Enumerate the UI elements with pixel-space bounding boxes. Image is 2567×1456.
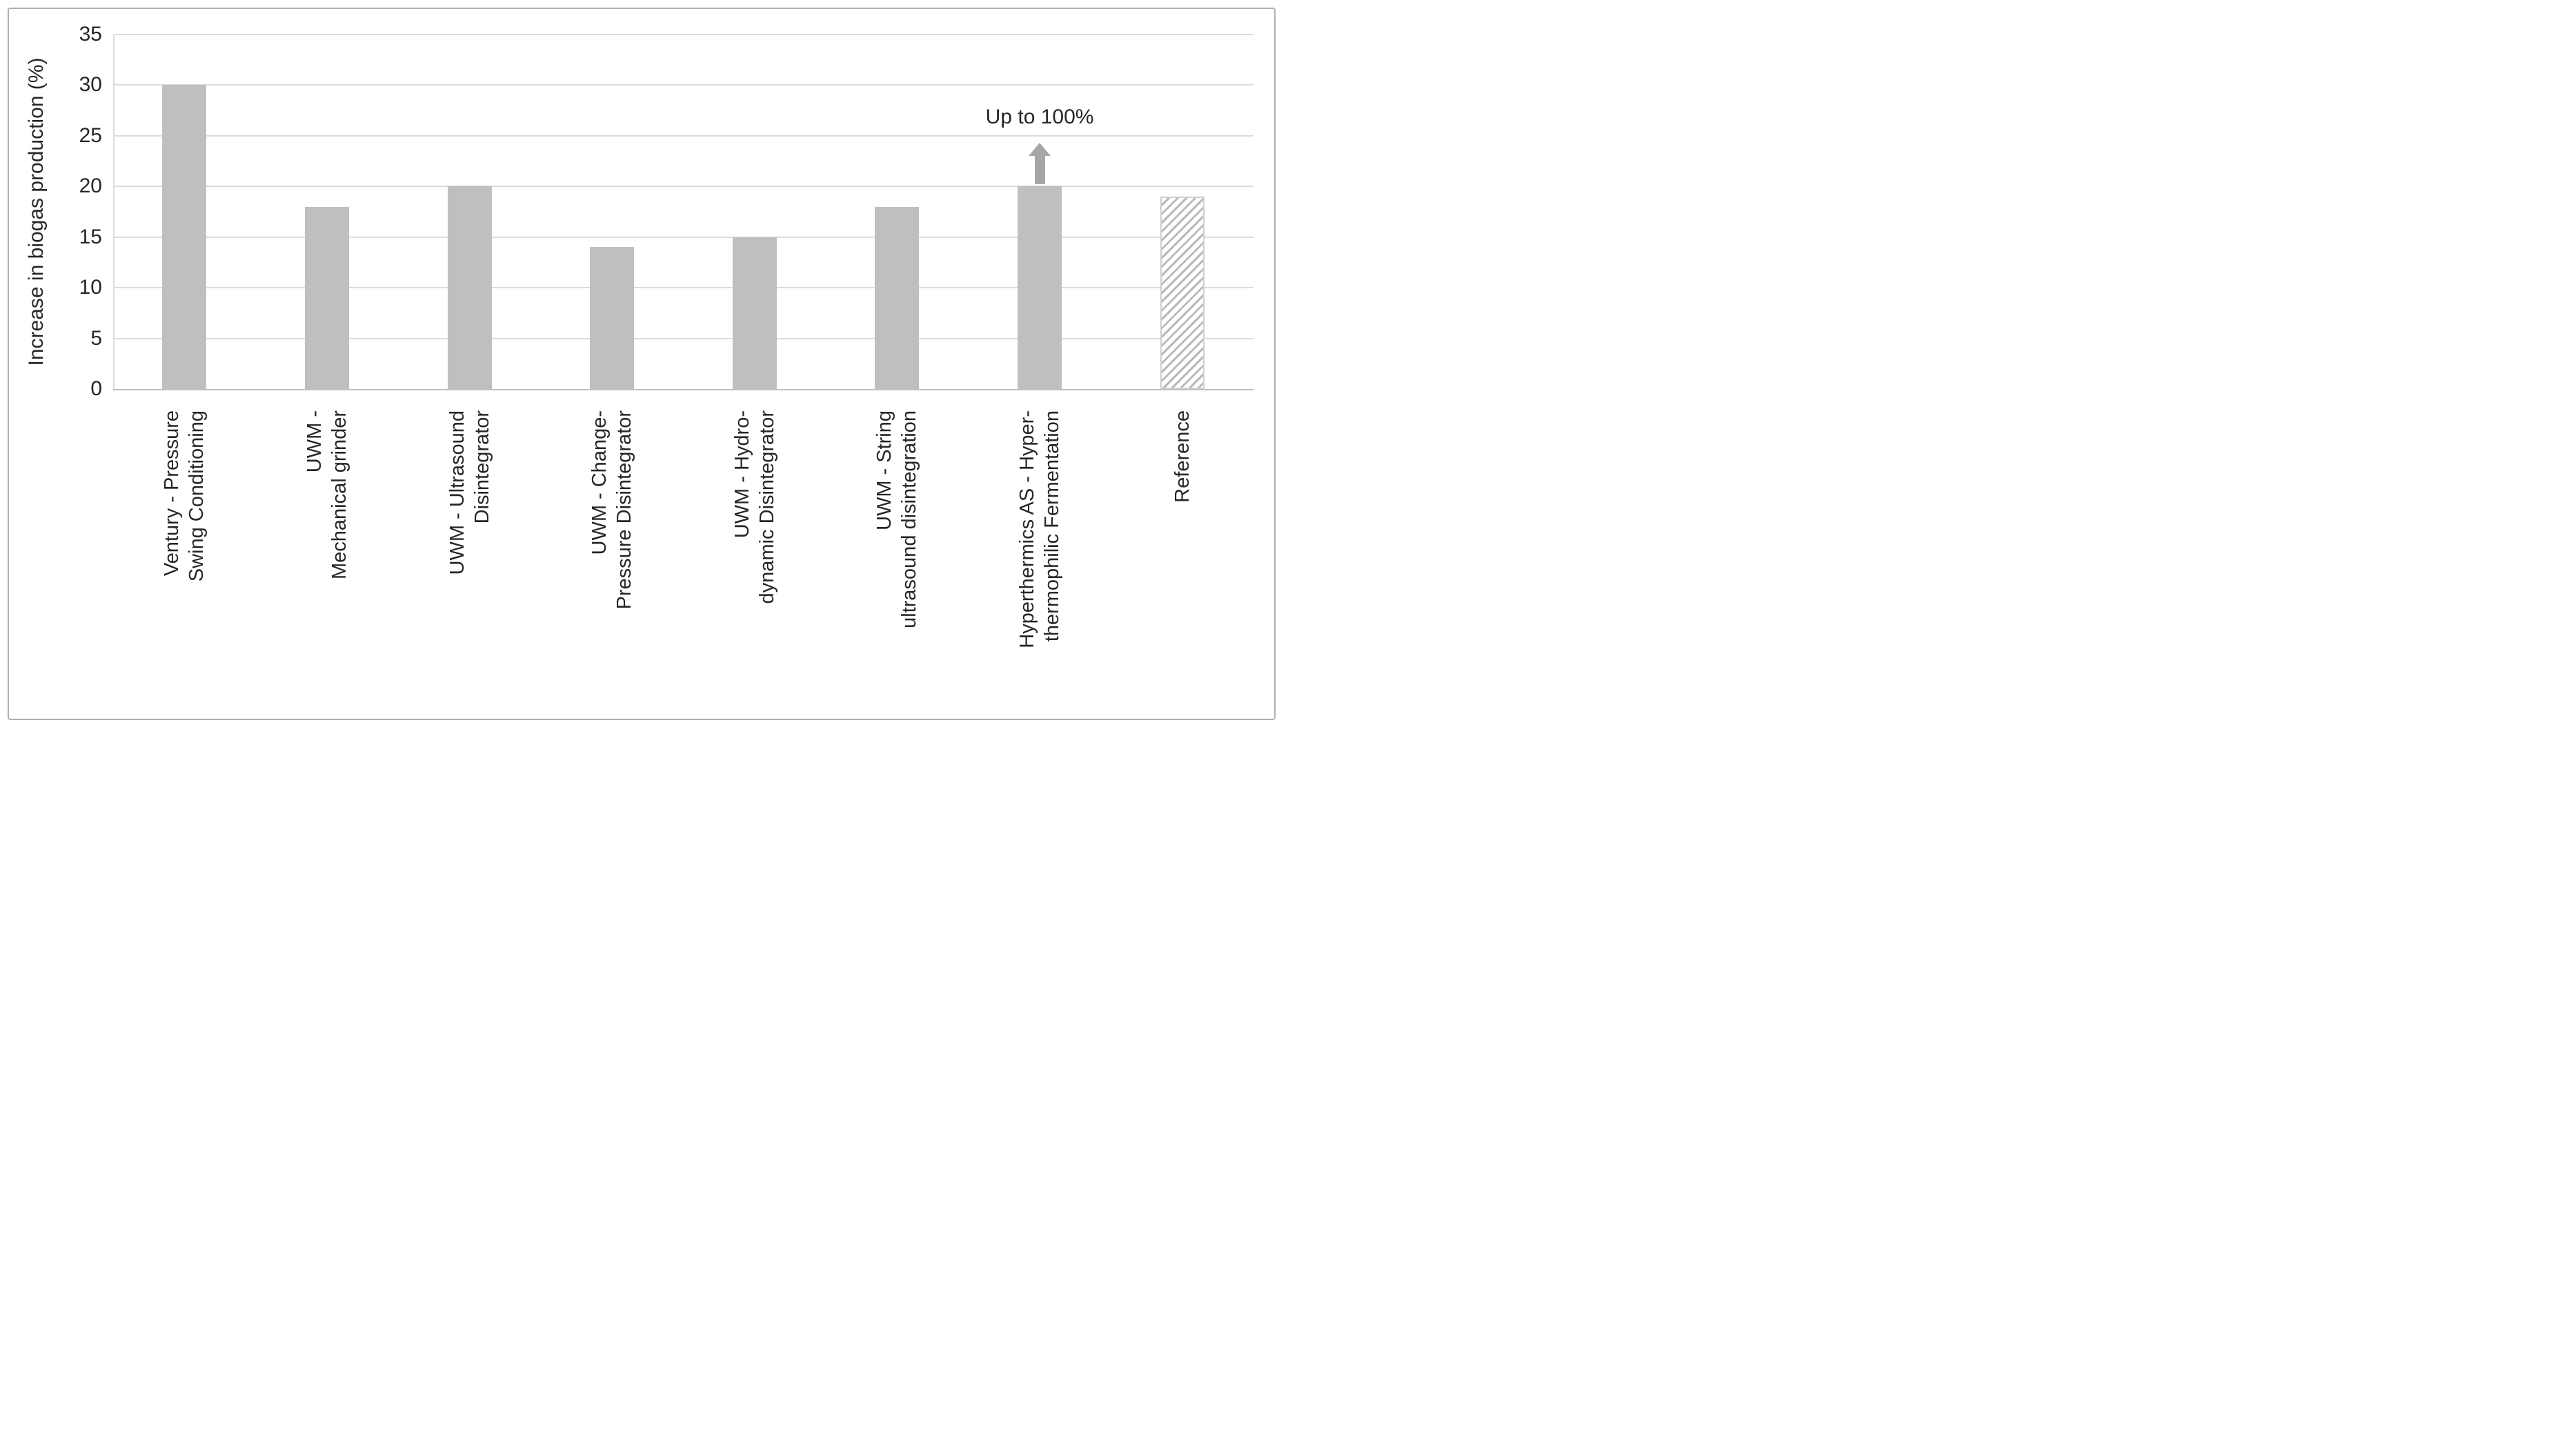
gridline	[113, 186, 1253, 188]
bar-5	[732, 237, 777, 389]
figure-border	[8, 8, 1276, 720]
y-tick-label: 35	[79, 23, 102, 46]
x-category-label: Ventury - Pressure Swing Conditioning	[161, 410, 208, 582]
y-tick-label: 15	[79, 225, 102, 248]
x-category-label: UWM - Change- Pressure Disintegrator	[588, 410, 636, 610]
y-tick-label: 5	[90, 326, 102, 350]
x-category-label: Hyperthermics AS - Hyper- thermophilic F…	[1016, 410, 1064, 648]
bar-8	[1160, 196, 1205, 389]
y-tick-label: 30	[79, 73, 102, 97]
x-category-label: UWM - Ultrasound Disintegrator	[446, 410, 493, 575]
gridline	[113, 287, 1253, 289]
up-arrow-icon	[1029, 143, 1051, 184]
bar-4	[590, 247, 635, 389]
y-axis-line	[113, 34, 115, 390]
x-category-label: UWM - Mechanical grinder	[303, 410, 350, 580]
gridline	[113, 84, 1253, 86]
plot-area	[113, 34, 1253, 389]
gridline	[113, 134, 1253, 137]
y-tick-label: 10	[79, 276, 102, 299]
y-tick-label: 25	[79, 123, 102, 147]
x-category-label: UWM - String ultrasound disintegration	[873, 410, 921, 628]
annotation-text: Up to 100%	[985, 106, 1094, 128]
gridline	[113, 337, 1253, 339]
y-tick-label: 0	[90, 377, 102, 400]
y-tick-label: 20	[79, 174, 102, 198]
x-category-label: UWM - Hydro- dynamic Disintegrator	[731, 410, 778, 604]
x-axis-line	[113, 389, 1253, 390]
bar-6	[875, 206, 920, 389]
bar-7	[1018, 186, 1062, 389]
x-category-label: Reference	[1171, 410, 1193, 503]
bar-2	[304, 206, 349, 389]
bar-chart-figure: Increase in biogas production (%) Up to …	[0, 0, 1283, 728]
arrow-head	[1029, 143, 1051, 156]
gridline	[113, 34, 1253, 35]
arrow-stem	[1034, 156, 1045, 184]
bar-3	[447, 186, 492, 389]
gridline	[113, 236, 1253, 238]
bar-1	[162, 85, 207, 389]
